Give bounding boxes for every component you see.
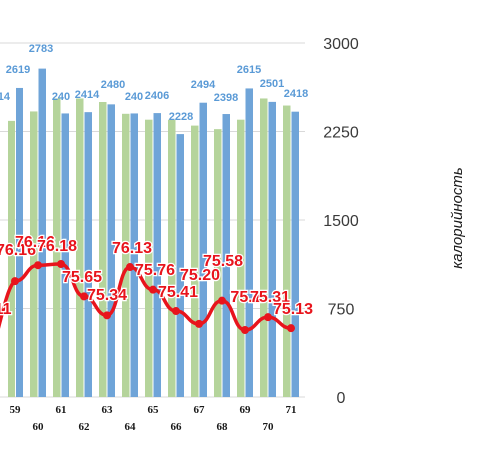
bar-green (214, 129, 222, 397)
bar-label: 2494 (191, 79, 216, 91)
line-label: 75.31 (250, 289, 290, 306)
bar-blue (199, 102, 207, 397)
bar-blue (16, 87, 23, 397)
line-point (126, 263, 134, 272)
bar-blue (268, 101, 276, 397)
line-point (34, 261, 42, 270)
x-tick-label: 66 (171, 421, 183, 433)
line-point (80, 292, 88, 301)
line-label: 75.1 (230, 289, 261, 306)
line-label: 75.13 (273, 301, 313, 318)
bar-label: 2418 (284, 88, 308, 100)
bar-label: 240 (125, 91, 143, 103)
bar-green (283, 105, 291, 397)
x-tick-label: 71 (286, 404, 297, 416)
x-tick-label: 68 (217, 421, 229, 433)
bar-label: 2501 (260, 78, 284, 90)
bar-label: 2619 (6, 64, 30, 76)
bar-label: 14 (0, 91, 11, 103)
bar-blue (222, 114, 230, 397)
line-label: 76.16 (15, 234, 55, 251)
x-tick-label: 60 (33, 421, 45, 433)
bar-blue (107, 104, 115, 398)
line-label: 11 (0, 301, 12, 318)
bar-blue (38, 68, 46, 397)
bar-green (8, 120, 15, 397)
line-point (149, 285, 157, 294)
line-label: 75.76 (135, 262, 175, 279)
bar-blue (130, 113, 138, 398)
bar-blue (153, 113, 161, 397)
line-point (11, 277, 19, 286)
bar-label: 2783 (29, 43, 53, 55)
y2-axis-title: калорийность (449, 167, 466, 269)
line-label: 75.41 (158, 284, 198, 301)
line-point (241, 326, 249, 334)
bar-blue (291, 111, 299, 398)
bar-green (99, 102, 107, 397)
bar-label: 2398 (214, 92, 238, 104)
bar-label: 240 (52, 91, 70, 103)
line-label: 75.65 (62, 269, 102, 286)
bar-green (145, 119, 153, 397)
bar-green (53, 98, 61, 398)
x-tick-label: 70 (263, 421, 275, 433)
line-label: 75.58 (203, 253, 243, 270)
bar-green (260, 98, 268, 398)
line-label: 75.20 (180, 267, 220, 284)
bar-blue (84, 112, 92, 397)
bar-blue (176, 134, 184, 397)
bar-label: 2615 (237, 64, 261, 76)
line-point (57, 260, 65, 268)
bar-label: 2406 (145, 90, 169, 102)
line-label: 76.18 (37, 238, 77, 255)
bar-green (237, 119, 245, 397)
line-label: 76.16 (0, 242, 36, 259)
line-point (287, 324, 295, 333)
bar-label: 2480 (101, 79, 125, 91)
x-tick-label: 59 (10, 404, 22, 416)
bar-green (168, 119, 176, 397)
bar-green (191, 125, 199, 397)
y2-tick-label: 0 (337, 390, 346, 407)
x-tick-label: 62 (79, 421, 91, 433)
bar-label: 2414 (75, 89, 100, 101)
line-point (103, 311, 111, 320)
x-tick-label: 69 (240, 404, 252, 416)
y2-tick-label: 3000 (323, 36, 359, 53)
bar-green (30, 111, 38, 397)
x-tick-label: 63 (102, 404, 114, 416)
y2-tick-label: 750 (328, 302, 355, 319)
x-tick-label: 61 (56, 404, 67, 416)
line-point (218, 296, 226, 305)
x-tick-label: 65 (148, 404, 160, 416)
line-label: 76.13 (112, 240, 152, 257)
line-point (172, 307, 180, 316)
y2-tick-label: 2250 (323, 125, 359, 142)
bar-blue (245, 88, 253, 398)
bar-green (76, 98, 84, 398)
line-point (195, 319, 203, 328)
bar-green (122, 113, 130, 398)
line-label: 75.34 (87, 287, 127, 304)
y2-tick-label: 1500 (323, 213, 359, 230)
x-tick-label: 67 (194, 404, 206, 416)
x-tick-label: 64 (125, 421, 137, 433)
line-point (264, 313, 272, 322)
bar-blue (61, 113, 69, 398)
bar-label: 2228 (169, 111, 193, 123)
